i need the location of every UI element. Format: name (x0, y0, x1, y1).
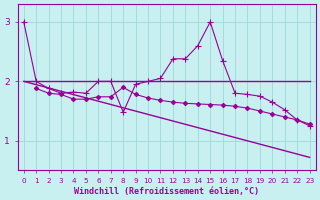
X-axis label: Windchill (Refroidissement éolien,°C): Windchill (Refroidissement éolien,°C) (74, 187, 259, 196)
